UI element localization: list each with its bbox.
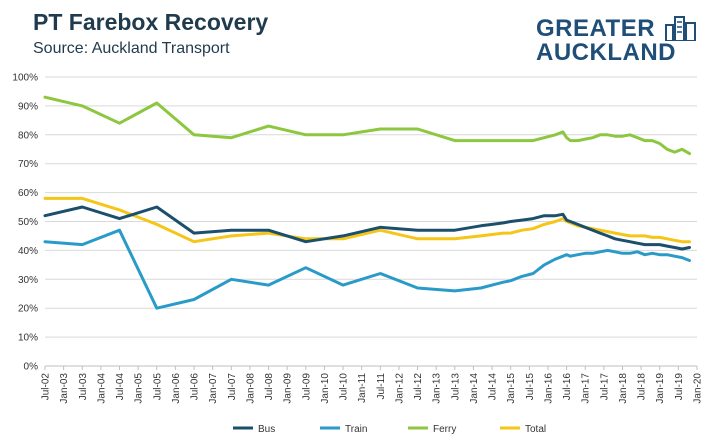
x-tick-label: Jan-15 [506, 373, 517, 404]
x-tick-label: Jul-06 [190, 373, 201, 401]
x-tick-label: Jan-18 [618, 373, 629, 404]
x-tick-label: Jul-15 [525, 373, 536, 401]
x-tick-label: Jul-03 [78, 373, 89, 401]
series-line-train [43, 228, 691, 310]
y-tick-label: 20% [18, 304, 38, 315]
x-tick-label: Jul-14 [488, 373, 499, 401]
x-tick-label: Jan-05 [134, 373, 145, 404]
y-tick-label: 30% [18, 275, 38, 286]
y-tick-label: 40% [18, 246, 38, 257]
series-line-bus [43, 205, 691, 251]
x-tick-label: Jan-20 [693, 373, 704, 404]
x-tick-label: Jan-19 [655, 373, 666, 404]
x-tick-label: Jan-06 [171, 373, 182, 404]
x-tick-label: Jul-07 [227, 373, 238, 401]
x-tick-label: Jan-03 [59, 373, 70, 404]
x-tick-label: Jul-09 [301, 373, 312, 401]
x-tick-label: Jul-18 [637, 373, 648, 401]
x-tick-label: Jan-13 [432, 373, 443, 404]
x-tick-label: Jul-16 [562, 373, 573, 401]
series-line-ferry [43, 95, 691, 156]
y-tick-label: 90% [18, 101, 38, 112]
x-tick-label: Jul-12 [413, 373, 424, 401]
y-tick-label: 80% [18, 130, 38, 141]
y-tick-label: 70% [18, 159, 38, 170]
chart-title: PT Farebox Recovery [33, 9, 269, 35]
y-tick-label: 50% [18, 217, 38, 228]
x-tick-label: Jul-04 [115, 373, 126, 401]
x-tick-label: Jul-02 [41, 373, 52, 401]
greater-auckland-logo: GREATER AUCKLAND [536, 15, 698, 67]
series-line-total [43, 196, 691, 244]
x-tick-label: Jan-17 [581, 373, 592, 404]
x-tick-label: Jan-11 [357, 373, 368, 403]
x-tick-label: Jan-14 [469, 373, 480, 404]
y-tick-label: 10% [18, 333, 38, 344]
x-tick-label: Jan-07 [208, 373, 219, 404]
x-tick-label: Jul-05 [152, 373, 163, 401]
x-tick-label: Jan-16 [543, 373, 554, 404]
y-tick-label: 60% [18, 188, 38, 199]
x-tick-label: Jan-08 [245, 373, 256, 404]
x-tick-label: Jan-09 [283, 373, 294, 404]
city-skyline-icon [665, 16, 696, 41]
x-tick-label: Jul-10 [339, 373, 350, 401]
logo-text-line1: GREATER [536, 15, 656, 42]
x-tick-label: Jul-11 [376, 373, 387, 400]
x-tick-label: Jul-08 [264, 373, 275, 401]
legend-label-ferry: Ferry [433, 424, 456, 435]
x-tick-label: Jul-17 [599, 373, 610, 401]
x-tick-label: Jan-10 [320, 373, 331, 404]
x-tick-label: Jan-04 [96, 373, 107, 404]
legend-label-train: Train [345, 424, 367, 435]
legend-label-bus: Bus [258, 424, 275, 435]
chart-subtitle: Source: Auckland Transport [33, 40, 230, 57]
y-tick-label: 100% [12, 73, 38, 84]
y-tick-label: 0% [24, 362, 39, 373]
logo-text-line2: AUCKLAND [536, 39, 676, 66]
x-tick-label: Jul-19 [674, 373, 685, 401]
legend-label-total: Total [525, 424, 546, 435]
x-tick-label: Jul-13 [450, 373, 461, 401]
x-tick-label: Jan-12 [394, 373, 405, 404]
